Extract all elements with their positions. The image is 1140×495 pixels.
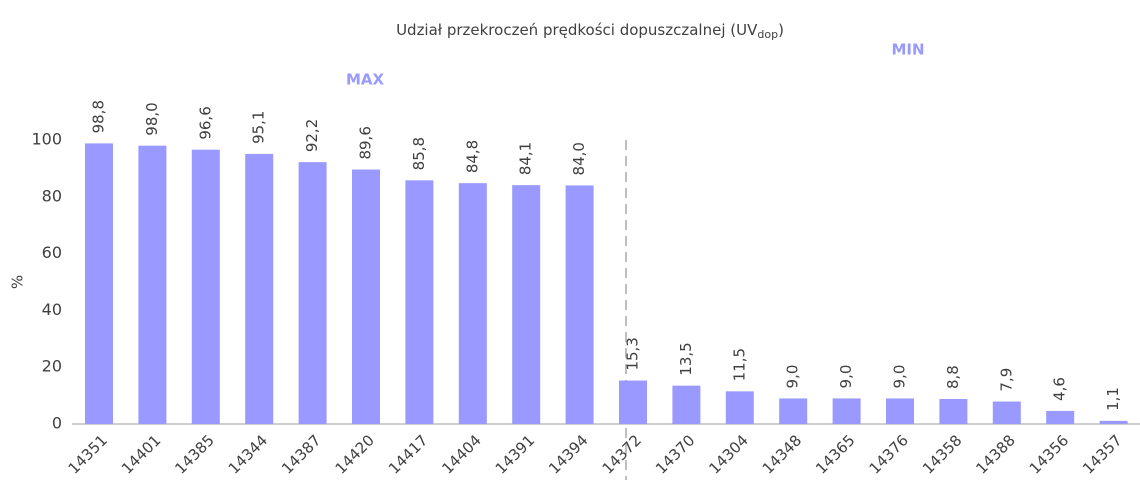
bar — [298, 162, 327, 425]
bar — [565, 185, 594, 424]
value-label: 9,0 — [837, 365, 855, 389]
bar — [191, 149, 220, 424]
bar — [939, 399, 968, 424]
value-label: 95,1 — [250, 111, 268, 144]
value-label: 9,0 — [784, 365, 802, 389]
value-label: 15,3 — [624, 337, 642, 370]
x-tick-label: 14344 — [225, 431, 271, 477]
y-tick-label: 0 — [52, 414, 62, 433]
group-label: MIN — [891, 41, 924, 59]
bar — [138, 145, 167, 424]
bar — [886, 398, 914, 424]
title-end: ) — [778, 21, 784, 39]
y-axis-label: % — [9, 275, 27, 289]
bar — [405, 180, 434, 424]
bar — [1099, 420, 1128, 424]
y-tick-label: 100 — [31, 130, 62, 149]
bar — [725, 391, 754, 424]
value-label: 89,6 — [357, 126, 375, 159]
value-label: 13,5 — [677, 342, 695, 375]
x-tick-label: 14391 — [492, 431, 538, 477]
y-tick-label: 60 — [42, 243, 62, 262]
bar — [85, 143, 113, 424]
title-subscript: dop — [757, 28, 778, 41]
x-tick-label: 14376 — [866, 431, 912, 477]
value-label: 84,8 — [463, 140, 481, 173]
bar — [992, 401, 1021, 424]
x-tick-label: 14304 — [705, 431, 751, 477]
bar — [672, 385, 701, 424]
value-label: 9,0 — [891, 365, 909, 389]
x-tick-label: 14388 — [972, 431, 1018, 477]
x-tick-label: 14394 — [545, 431, 591, 477]
value-label: 8,8 — [944, 365, 962, 389]
x-tick-label: 14387 — [278, 431, 324, 477]
value-label: 7,9 — [997, 368, 1015, 392]
x-tick-label: 14348 — [759, 431, 805, 477]
bar — [1046, 410, 1075, 424]
value-label: 98,0 — [143, 102, 161, 135]
y-tick-label: 80 — [42, 186, 62, 205]
y-tick-label: 20 — [42, 357, 62, 376]
bar — [832, 398, 861, 424]
bar — [245, 153, 274, 424]
bar — [458, 183, 487, 424]
value-label: 92,2 — [303, 119, 321, 152]
value-label: 84,0 — [570, 142, 588, 175]
x-tick-label: 14401 — [118, 431, 164, 477]
value-label: 1,1 — [1104, 387, 1122, 411]
x-tick-label: 14404 — [438, 431, 484, 477]
x-tick-label: 14358 — [919, 431, 965, 477]
bar — [779, 398, 808, 424]
value-label: 11,5 — [730, 348, 748, 381]
chart-title: Udział przekroczeń prędkości dopuszczaln… — [396, 21, 784, 42]
x-tick-label: 14385 — [171, 431, 217, 477]
bar — [352, 169, 380, 424]
x-tick-label: 14365 — [812, 431, 858, 477]
group-label: MAX — [346, 71, 385, 89]
x-tick-label: 14357 — [1079, 431, 1125, 477]
value-label: 4,6 — [1051, 377, 1069, 401]
value-label: 84,1 — [517, 142, 535, 175]
title-main: Udział przekroczeń prędkości dopuszczaln… — [396, 21, 758, 39]
value-label: 98,8 — [90, 100, 108, 133]
bar — [512, 185, 541, 424]
x-tick-label: 14372 — [599, 431, 645, 477]
x-tick-label: 14351 — [65, 431, 111, 477]
x-tick-label: 14356 — [1026, 431, 1072, 477]
bar — [619, 380, 647, 424]
x-tick-label: 14420 — [332, 431, 378, 477]
y-tick-label: 40 — [42, 300, 62, 319]
value-label: 85,8 — [410, 137, 428, 170]
value-label: 96,6 — [196, 106, 214, 139]
x-tick-label: 14417 — [385, 431, 431, 477]
x-tick-label: 14370 — [652, 431, 698, 477]
